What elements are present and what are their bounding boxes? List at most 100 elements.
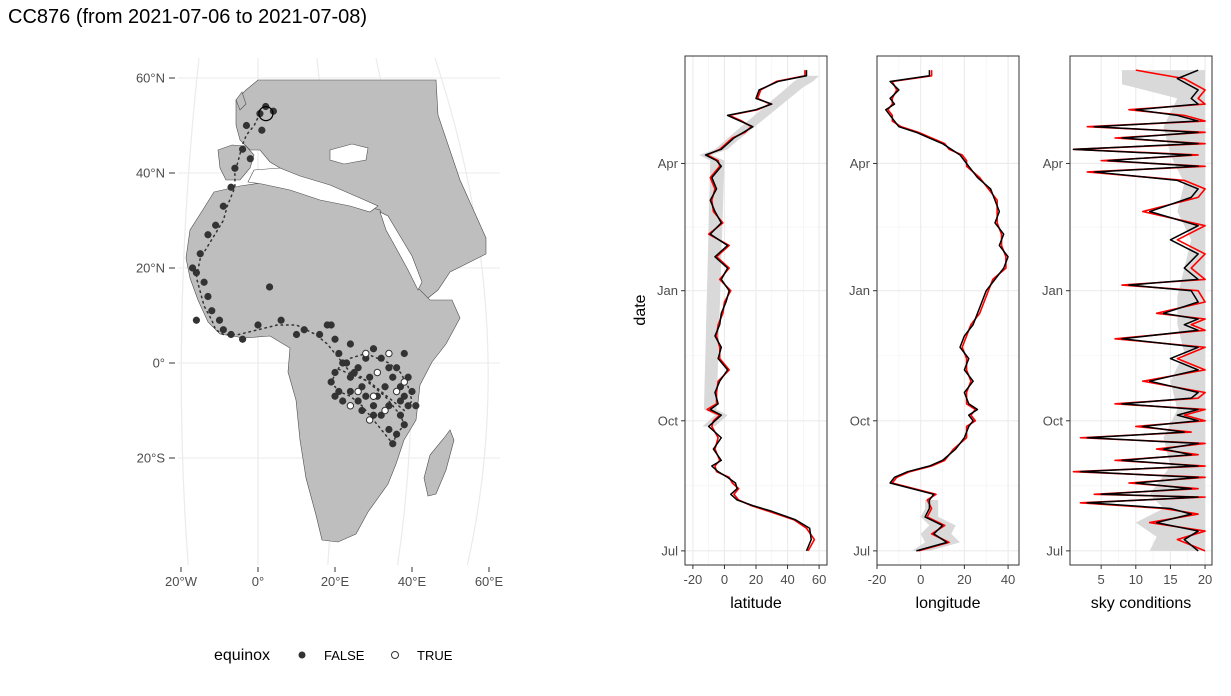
location-point-false: [192, 316, 200, 324]
legend-true-symbol: [391, 651, 399, 659]
location-point-false: [393, 430, 401, 438]
panel-border: [1069, 55, 1213, 566]
location-point-false: [208, 307, 216, 315]
location-point-true: [365, 416, 374, 424]
panel-border: [876, 55, 1020, 566]
location-point-true: [381, 406, 389, 415]
location-point-false: [258, 126, 266, 134]
location-point-false: [200, 278, 208, 286]
location-point-false: [346, 387, 354, 396]
location-point-false: [212, 221, 220, 229]
sea-mediterranean: [247, 167, 379, 213]
location-point-false: [346, 340, 354, 348]
time-series-panels: Jul Oct Jan Apr -20 0 20 40 60 latitude Jul Oct Jan A…: [657, 55, 1213, 612]
location-point-false: [188, 264, 197, 272]
map-x-tick-label: 40°E: [398, 574, 427, 589]
location-point-false: [381, 383, 389, 391]
x-axis-title: latitude: [730, 595, 782, 612]
location-point-false: [331, 335, 339, 343]
location-point-false: [331, 368, 339, 377]
location-point-false: [350, 368, 358, 377]
location-point-false: [369, 402, 378, 410]
map-x-tick-label: 0°: [252, 574, 264, 589]
map-y-tick-label: 0°: [153, 356, 165, 371]
x-tick-label: 20: [749, 572, 763, 587]
location-point-false: [204, 292, 212, 301]
x-axis-title: sky conditions: [1091, 595, 1192, 612]
legend-title: equinox: [214, 647, 270, 664]
x-tick-label: 20: [1198, 572, 1212, 587]
location-point-false: [239, 335, 247, 343]
x-tick-label: 40: [780, 572, 794, 587]
map-x-tick-label: 20°W: [165, 574, 198, 589]
y-tick-label: Apr: [850, 156, 871, 171]
location-point-false: [396, 397, 405, 405]
land-britain: [235, 91, 247, 111]
sea-black: [329, 143, 369, 165]
location-point-false: [385, 425, 393, 434]
location-point-false: [323, 321, 331, 329]
y-tick-label: Jul: [1046, 543, 1063, 558]
y-tick-label: Oct: [850, 413, 871, 428]
location-point-false: [389, 373, 397, 381]
location-point-false: [404, 402, 412, 410]
location-point-false: [396, 411, 405, 419]
date-axis-title: date: [632, 294, 649, 325]
location-point-false: [256, 110, 264, 118]
legend-false-label: FALSE: [324, 648, 365, 663]
legend-false-symbol: [298, 651, 306, 659]
location-point-true: [385, 349, 393, 358]
y-tick-label: Jul: [853, 543, 870, 558]
series-line-black: [704, 70, 812, 552]
location-point-false: [400, 421, 408, 429]
location-point-false: [196, 250, 204, 258]
x-tick-label: 60: [812, 572, 826, 587]
map-x-tick-label: 60°E: [475, 574, 504, 589]
location-point-false: [219, 326, 227, 334]
location-point-false: [393, 364, 401, 372]
location-point-false: [316, 330, 324, 339]
location-point-false: [408, 387, 416, 396]
uncertainty-ribbon: [911, 499, 961, 551]
series-line-black: [884, 70, 1009, 552]
y-tick-label: Jan: [657, 283, 678, 298]
location-point-false: [277, 316, 285, 324]
location-point-false: [331, 392, 339, 400]
location-point-false: [246, 155, 254, 163]
location-point-false: [227, 330, 235, 339]
location-point-false: [227, 183, 235, 191]
x-tick-label: -20: [868, 572, 887, 587]
location-point-false: [215, 316, 224, 324]
location-point-false: [377, 354, 385, 362]
map-gridline-lon: [180, 57, 200, 566]
location-point-false: [354, 397, 362, 405]
x-tick-label: 20: [957, 572, 971, 587]
location-point-false: [204, 231, 212, 239]
location-point-false: [339, 397, 347, 405]
panel-latitude: Jul Oct Jan Apr -20 0 20 40 60 latitude: [657, 55, 828, 612]
start-location-marker: [258, 106, 274, 122]
panel-background: [877, 56, 1019, 565]
location-point-false: [389, 440, 397, 448]
map-y-tick-label: 60°N: [136, 71, 165, 86]
y-tick-label: Apr: [1043, 156, 1064, 171]
y-tick-label: Jan: [1042, 283, 1063, 298]
map-y-tick-label: 20°S: [137, 451, 166, 466]
location-point-true: [346, 402, 355, 410]
location-point-false: [242, 121, 251, 130]
land-madagascar: [423, 429, 455, 497]
location-point-false: [369, 345, 378, 353]
figure-title: CC876 (from 2021-07-06 to 2021-07-08): [8, 6, 368, 28]
y-tick-label: Oct: [1043, 413, 1064, 428]
location-point-false: [342, 359, 351, 367]
panel-longitude: Jul Oct Jan Apr -20 0 20 40 longitude: [849, 55, 1020, 612]
location-point-true: [369, 392, 378, 400]
sea-red: [379, 211, 423, 291]
map-land: [185, 79, 487, 543]
migration-track: [195, 112, 413, 446]
location-point-true: [362, 349, 370, 358]
location-point-false: [219, 202, 227, 210]
location-point-true: [400, 378, 408, 386]
